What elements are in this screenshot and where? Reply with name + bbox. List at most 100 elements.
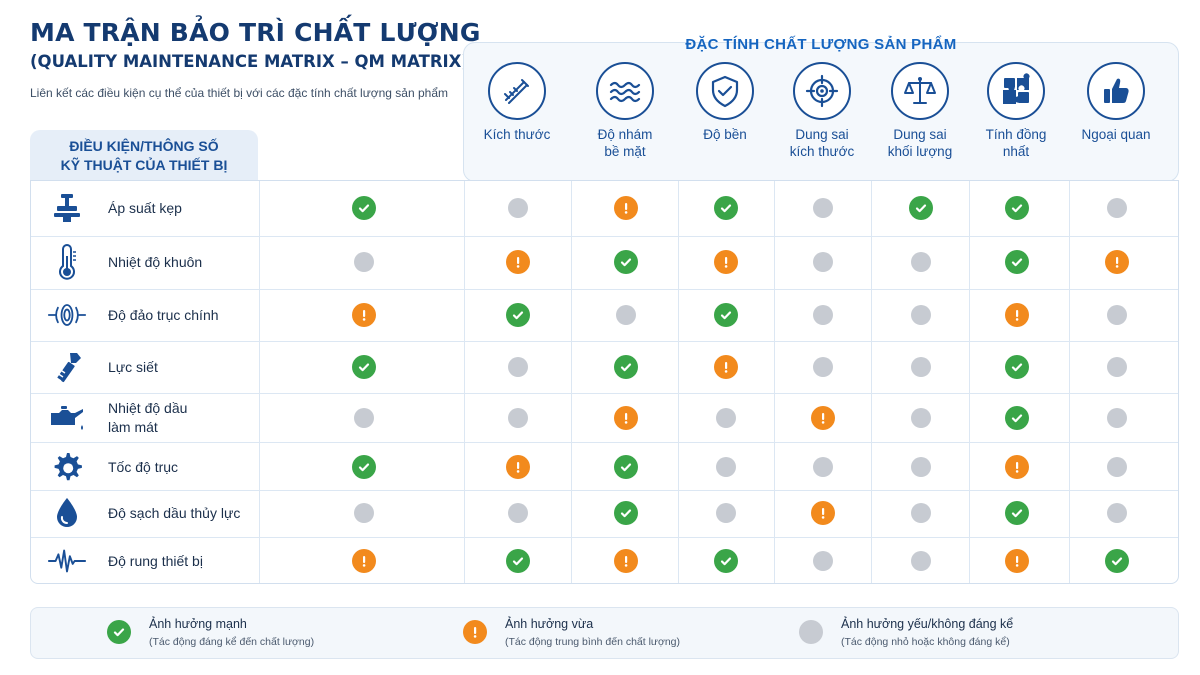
legend-title: Ảnh hưởng yếu/không đáng kể (841, 617, 1014, 631)
row-label: Nhiệt độ khuôn (108, 253, 203, 270)
row-divider (31, 537, 1178, 538)
strong-influence-icon (614, 250, 638, 274)
column-header-6: Tính đồng nhất (966, 62, 1066, 160)
strong-influence-icon (506, 303, 530, 327)
page-title: MA TRẬN BẢO TRÌ CHẤT LƯỢNG (30, 18, 481, 47)
weak-influence-icon (911, 503, 931, 523)
page-description: Liên kết các điều kiện cụ thể của thiết … (30, 86, 449, 100)
row-divider (31, 289, 1178, 290)
row-divider (31, 393, 1178, 394)
medium-influence-icon (352, 303, 376, 327)
weak-influence-icon (508, 503, 528, 523)
weak-influence-icon (911, 252, 931, 272)
column-label: Dung sai khối lượng (887, 127, 953, 159)
row-divider (31, 490, 1178, 491)
legend: Ảnh hưởng mạnh (Tác động đáng kể đến chất… (30, 607, 1179, 659)
weak-influence-icon (813, 357, 833, 377)
row-label: Độ sạch dầu thủy lực (108, 504, 241, 521)
row-label: Độ đảo trục chính (108, 306, 219, 323)
medium-influence-icon (614, 406, 638, 430)
medium-influence-icon (1005, 549, 1029, 573)
weak-influence-icon (716, 457, 736, 477)
weak-influence-icon (508, 357, 528, 377)
medium-influence-icon (1105, 250, 1129, 274)
strong-influence-icon (1005, 501, 1029, 525)
weak-influence-icon (508, 198, 528, 218)
surface-roughness-icon (596, 62, 654, 120)
medium-influence-legend-icon (463, 620, 487, 644)
medium-influence-icon (714, 250, 738, 274)
weak-influence-icon (813, 551, 833, 571)
weak-influence-icon (354, 503, 374, 523)
strong-influence-icon (1005, 196, 1029, 220)
column-divider (774, 181, 775, 583)
gear-icon (47, 447, 87, 487)
row-label: Nhiệt độ dầu làm mát (108, 400, 188, 435)
weak-influence-icon (911, 457, 931, 477)
row-label: Áp suất kẹp (108, 199, 182, 216)
column-divider (1069, 181, 1070, 583)
medium-influence-icon (1005, 303, 1029, 327)
strong-influence-icon (1005, 250, 1029, 274)
weak-influence-icon (354, 408, 374, 428)
clamp-press-icon (47, 188, 87, 228)
weak-influence-icon (716, 408, 736, 428)
column-divider (678, 181, 679, 583)
row-label: Lực siết (108, 358, 158, 375)
column-label: Tính đồng nhất (985, 127, 1047, 159)
weak-influence-icon (911, 305, 931, 325)
weak-influence-icon (813, 252, 833, 272)
column-header-7: Ngoại quan (1066, 62, 1166, 143)
column-label: Độ bền (703, 127, 747, 142)
conditions-header: ĐIỀU KIỆN/THÔNG SỐ KỸ THUẬT CỦA THIẾT BỊ (30, 130, 258, 180)
thermometer-icon (47, 242, 87, 282)
strong-influence-icon (352, 455, 376, 479)
medium-influence-icon (506, 250, 530, 274)
row-label: Tốc độ trục (108, 458, 179, 475)
matrix-grid: Áp suất kẹp Nhiệt độ khuôn Độ đảo trục chí… (30, 180, 1179, 584)
weak-influence-icon (1107, 503, 1127, 523)
column-header-4: Dung sai kích thước (772, 62, 872, 160)
strong-influence-icon (909, 196, 933, 220)
column-header-2: Độ nhám bề mặt (575, 62, 675, 160)
vibration-wave-icon (47, 541, 87, 581)
weak-influence-icon (508, 408, 528, 428)
spindle-runout-icon (47, 295, 87, 335)
strong-influence-icon (1105, 549, 1129, 573)
column-divider (259, 181, 260, 583)
weak-influence-icon (1107, 305, 1127, 325)
column-divider (969, 181, 970, 583)
strong-influence-icon (1005, 406, 1029, 430)
column-divider (571, 181, 572, 583)
shield-check-icon (696, 62, 754, 120)
strong-influence-icon (614, 355, 638, 379)
strong-influence-icon (714, 549, 738, 573)
column-divider (871, 181, 872, 583)
caliper-icon (488, 62, 546, 120)
column-header-3: Độ bền (675, 62, 775, 143)
weak-influence-icon (1107, 408, 1127, 428)
weak-influence-icon (813, 305, 833, 325)
strong-influence-icon (352, 355, 376, 379)
column-divider (464, 181, 465, 583)
strong-influence-icon (714, 303, 738, 327)
weak-influence-icon (716, 503, 736, 523)
column-header-5: Dung sai khối lượng (870, 62, 970, 160)
row-label: Độ rung thiết bị (108, 552, 203, 569)
characteristics-title: ĐẶC TÍNH CHẤT LƯỢNG SẢN PHẨM (685, 36, 957, 53)
strong-influence-icon (506, 549, 530, 573)
row-divider (31, 442, 1178, 443)
column-header-1: Kích thước (467, 62, 567, 143)
weak-influence-icon (911, 357, 931, 377)
weak-influence-legend-icon (799, 620, 823, 644)
strong-influence-icon (714, 196, 738, 220)
medium-influence-icon (1005, 455, 1029, 479)
strong-influence-icon (1005, 355, 1029, 379)
column-label: Kích thước (483, 127, 551, 142)
medium-influence-icon (614, 196, 638, 220)
weak-influence-icon (911, 551, 931, 571)
weak-influence-icon (616, 305, 636, 325)
legend-description: (Tác động đáng kể đến chất lượng) (149, 636, 315, 648)
page-subtitle: (QUALITY MAINTENANCE MATRIX – QM MATRIX) (30, 52, 469, 71)
weak-influence-icon (911, 408, 931, 428)
